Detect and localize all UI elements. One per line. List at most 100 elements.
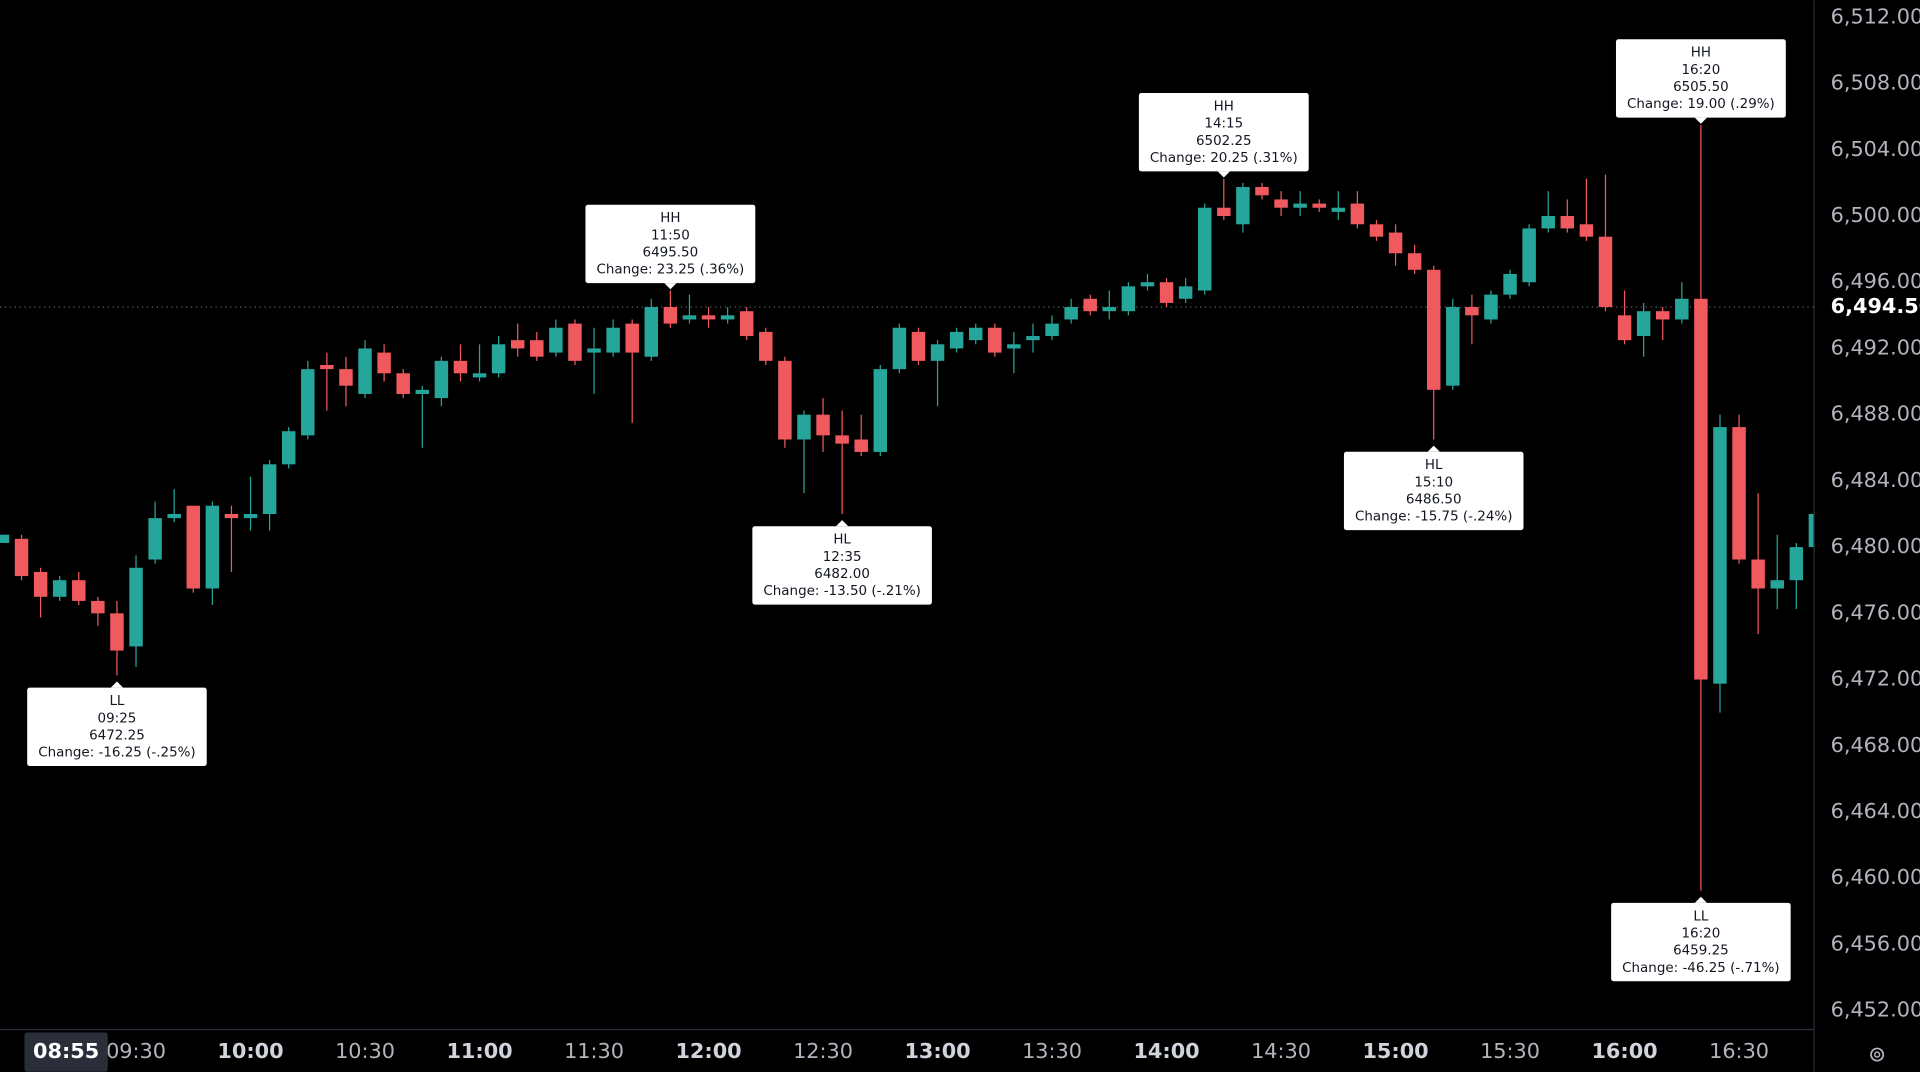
candle-body (72, 580, 86, 601)
candle-body (243, 513, 258, 519)
candle-body (911, 331, 926, 361)
candle-body (205, 505, 220, 589)
pivot-text: 6472.25 (89, 728, 145, 743)
candle-body (568, 323, 582, 361)
candle-body (549, 327, 563, 353)
candle-body (663, 307, 678, 324)
pivot-text: 6495.50 (643, 246, 699, 261)
candle-body (1808, 513, 1814, 548)
candle-body (1197, 207, 1212, 291)
x-tick-label: 09:30 (106, 1039, 166, 1063)
pivot-text: Change: 23.25 (.36%) (596, 263, 744, 278)
candle-body (1274, 199, 1288, 208)
candle-body (1178, 286, 1193, 299)
crosshair-time-bg (24, 1032, 108, 1072)
x-tick-label: 13:00 (904, 1039, 970, 1063)
x-tick-label: 14:00 (1133, 1039, 1199, 1063)
x-tick-label: 10:00 (217, 1039, 283, 1063)
candle-body (1598, 236, 1613, 308)
candle-body (1655, 311, 1670, 320)
pivot-text: LL (109, 694, 124, 709)
candle-body (129, 567, 143, 647)
candle-body (625, 323, 639, 353)
pivot-text: 6482.00 (814, 567, 870, 582)
candle-body (682, 315, 697, 320)
crosshair-time-label: 08:55 (33, 1039, 99, 1063)
x-tick-label: 11:00 (446, 1039, 512, 1063)
y-tick-label: 6,468.00 (1831, 733, 1920, 757)
candle-body (930, 344, 945, 361)
x-tick-label: 12:00 (675, 1039, 741, 1063)
candle-body (720, 315, 735, 320)
candle-body (1407, 253, 1422, 270)
candle-body (1331, 207, 1346, 212)
x-tick-label: 15:00 (1362, 1039, 1428, 1063)
candle-body (1140, 282, 1155, 287)
candle-body (949, 331, 964, 349)
pivot-box (1138, 93, 1309, 172)
candle-body (835, 435, 849, 444)
y-tick-label: 6,484.00 (1831, 468, 1920, 492)
candle-body (854, 439, 868, 452)
candle-body (0, 534, 10, 543)
candle-body (1789, 547, 1804, 581)
pivot-pointer (1694, 117, 1708, 124)
candle-body (1045, 323, 1059, 337)
candle-body (1083, 298, 1097, 312)
candle-body (1426, 269, 1441, 390)
candle-body (1636, 311, 1651, 337)
candle-body (892, 327, 907, 370)
annotations: LL 09:25 6472.25 Change: -16.25 (-.25%) HH 11… (27, 39, 1791, 982)
y-tick-label: 6,456.00 (1831, 931, 1920, 955)
pivot-pointer (836, 520, 849, 527)
candle-body (1312, 203, 1326, 208)
x-tick-label: 16:00 (1591, 1039, 1657, 1063)
candle-body (224, 513, 239, 519)
candle-body (1675, 298, 1689, 320)
settings-icon[interactable] (1870, 1047, 1885, 1062)
pivot-text: HH (1691, 46, 1711, 61)
candle-body (396, 373, 410, 394)
pivot-label: HL 15:10 6486.50 Change: -15.75 (-.24%) (1343, 445, 1524, 531)
x-tick-label: 11:30 (564, 1039, 624, 1063)
gear-ring[interactable] (1870, 1047, 1885, 1062)
candle-body (1465, 307, 1479, 316)
pivot-label: HH 14:15 6502.25 Change: 20.25 (.31%) (1138, 93, 1309, 178)
axes: 6,452.00 6,456.00 6,460.00 6,464.00 6,468.00… (24, 4, 1920, 1072)
pivot-label: LL 09:25 6472.25 Change: -16.25 (-.25%) (27, 681, 207, 767)
candle-body (587, 348, 601, 353)
pivot-text: 14:15 (1204, 117, 1243, 132)
pivot-pointer (110, 681, 124, 688)
pivot-box (585, 204, 756, 284)
gear-hub[interactable] (1873, 1051, 1881, 1058)
y-tick-label: 6,464.00 (1831, 799, 1920, 823)
candle-body (797, 414, 811, 440)
candle-body (644, 307, 659, 357)
candle-body (1694, 298, 1708, 680)
candle-body (281, 431, 296, 465)
candle-body (1026, 336, 1040, 341)
candle-body (1732, 427, 1746, 560)
candle-body (816, 414, 830, 436)
candle-body (339, 369, 353, 386)
pivot-text: 6502.25 (1196, 134, 1252, 149)
candle-body (1293, 203, 1307, 208)
y-tick-label: 6,472.00 (1831, 667, 1920, 691)
pivot-box (1611, 902, 1791, 982)
x-tick-label: 14:30 (1251, 1039, 1311, 1063)
pivot-text: Change: -15.75 (-.24%) (1355, 510, 1513, 525)
candle-body (167, 513, 181, 519)
candle-body (148, 518, 162, 560)
candle-body (453, 360, 468, 374)
candle-body (1522, 228, 1536, 283)
candle-body (701, 315, 716, 320)
x-tick-label: 16:30 (1709, 1039, 1769, 1063)
candle-body (1617, 315, 1632, 341)
candle-body (491, 344, 506, 374)
pivot-text: 12:35 (823, 550, 862, 565)
candle-body (110, 613, 124, 651)
candle-body (1236, 187, 1250, 225)
